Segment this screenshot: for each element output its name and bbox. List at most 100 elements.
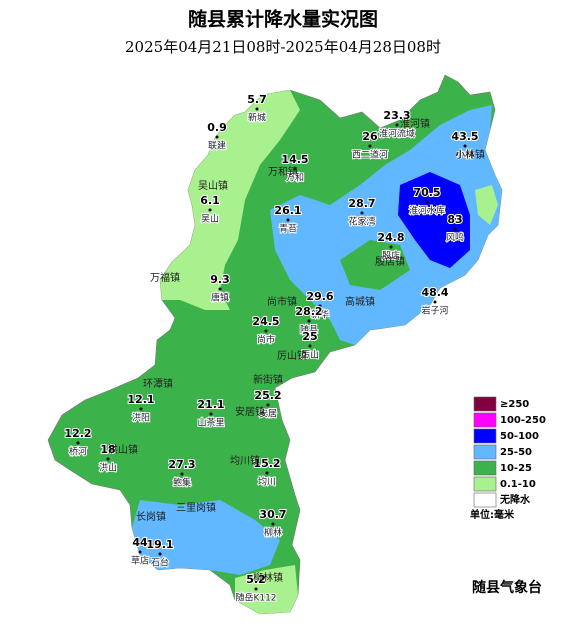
station-dot	[76, 441, 80, 445]
town-name: 尚市镇	[267, 295, 297, 308]
light-green-patch	[235, 565, 298, 614]
station-name: 吴山	[201, 214, 219, 225]
station-dot	[139, 407, 143, 411]
station-name: 西二道河	[352, 149, 388, 161]
station-dot	[293, 167, 297, 171]
station-value: 70.5	[413, 186, 440, 199]
station-value: 14.5	[281, 153, 308, 166]
light-green-area	[160, 90, 300, 310]
station-name: 尚市	[257, 334, 275, 346]
credit: 随县气象台	[472, 579, 542, 596]
green-patch	[340, 240, 410, 290]
light-green-patch	[475, 185, 498, 225]
station-name: 柳林	[264, 527, 282, 539]
station-value: 43.5	[451, 130, 478, 143]
station-dot	[265, 471, 269, 475]
station-value: 28.7	[348, 197, 375, 210]
town-name: 厉山镇	[277, 349, 307, 362]
station-name: 岩子河	[421, 305, 448, 317]
station-value: 24.8	[377, 231, 404, 244]
station-dot	[453, 227, 457, 231]
station-value: 27.3	[168, 458, 195, 471]
legend-label: 无降水	[499, 493, 531, 506]
station-name: 石台	[151, 557, 169, 569]
station-value: 5.2	[246, 573, 266, 586]
station-name: 万和	[286, 173, 304, 184]
blue-area	[132, 500, 280, 575]
legend-swatch	[473, 412, 497, 428]
legend-label: ≥250	[500, 399, 529, 410]
station-value: 28.2	[295, 305, 322, 318]
station-name: 小林	[456, 149, 474, 161]
station-dot	[463, 144, 467, 148]
station-name: 新城	[248, 112, 266, 124]
town-name: 高城镇	[345, 295, 375, 308]
town-name: 小林镇	[455, 148, 485, 161]
town-name: 洪山镇	[108, 443, 138, 456]
station-name: 厉山	[301, 350, 319, 361]
station-dot	[433, 300, 437, 304]
legend-swatch	[473, 460, 497, 476]
station-name: 安居	[259, 408, 277, 420]
legend-label: 25-50	[500, 447, 532, 458]
station-value: 25.2	[254, 389, 281, 402]
station-dot	[138, 550, 142, 554]
station-value: 48.4	[421, 286, 448, 299]
station-dot	[255, 107, 259, 111]
legend-swatch	[473, 444, 497, 460]
station-name: 花家湾	[348, 216, 375, 228]
station-dot	[360, 211, 364, 215]
station-dot	[368, 144, 372, 148]
station-value: 0.9	[207, 121, 227, 134]
station-value: 6.1	[200, 194, 220, 207]
town-name: 均川镇	[230, 454, 260, 467]
station-name: 鲍集	[173, 477, 191, 489]
station-value: 9.3	[210, 273, 230, 286]
station-name: 联建	[208, 140, 226, 152]
station-dot	[389, 245, 393, 249]
station-name: 青苔	[279, 223, 297, 235]
station-name: 桥河	[69, 446, 87, 458]
station-name: 草店	[131, 555, 149, 567]
legend-label: 50-100	[500, 431, 539, 442]
station-name: 洪阳	[132, 412, 150, 424]
town-name: 万和镇	[268, 165, 298, 178]
station-value: 25	[302, 330, 317, 343]
legend-swatch	[473, 396, 497, 412]
station-name: 均川	[258, 476, 276, 488]
station-name: 淮河水库	[409, 205, 445, 217]
station-name: 洪山	[99, 462, 117, 474]
town-name: 吴山镇	[198, 179, 228, 192]
station-dot	[308, 344, 312, 348]
station-value: 23.3	[383, 109, 410, 122]
station-value: 30.7	[259, 508, 286, 521]
legend-swatch	[473, 476, 497, 492]
station-value: 15.2	[253, 457, 280, 470]
station-dot	[158, 552, 162, 556]
station-value: 21.1	[197, 398, 224, 411]
subtitle: 2025年04月21日08时-2025年04月28日08时	[125, 38, 441, 56]
station-value: 29.6	[306, 290, 333, 303]
county-map	[47, 74, 503, 615]
station-dot	[318, 304, 322, 308]
labels: 5.7 新城 0.9 联建 14.5 万和 6.1 吴山 26.1 青苔 28.7 花家湾 70.5 淮河…	[63, 92, 485, 605]
town-name: 万福镇	[150, 271, 180, 284]
station-value: 18	[100, 443, 115, 456]
station-name: 殷店	[382, 250, 400, 262]
station-name: 淮河流域	[379, 128, 415, 140]
station-dot	[209, 412, 213, 416]
legend-swatch	[473, 492, 497, 508]
station-value: 24.5	[252, 315, 279, 328]
station-name: 山茶里	[197, 417, 224, 429]
station-dot	[271, 522, 275, 526]
station-value: 44	[132, 536, 148, 549]
town-name: 环潭镇	[143, 377, 173, 390]
station-dot	[218, 287, 222, 291]
station-value: 12.2	[64, 427, 91, 440]
blue-area	[270, 105, 502, 345]
town-name: 长岗镇	[136, 510, 166, 523]
station-value: 26	[362, 130, 378, 143]
legend: ≥250 100-250 50-100 25-50 10-25 0.1-10 无降水	[473, 396, 546, 508]
unit: 单位:毫米	[470, 508, 515, 521]
